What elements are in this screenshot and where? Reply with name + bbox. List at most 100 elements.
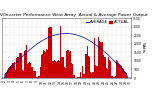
- Bar: [84, 74, 85, 78]
- Bar: [6, 72, 7, 78]
- Bar: [54, 60, 55, 78]
- Bar: [91, 72, 92, 78]
- Bar: [122, 68, 123, 78]
- Bar: [22, 70, 23, 78]
- Bar: [9, 67, 10, 78]
- Bar: [64, 67, 65, 78]
- Bar: [65, 68, 66, 78]
- Bar: [115, 77, 116, 78]
- Bar: [18, 57, 19, 78]
- Bar: [117, 61, 118, 78]
- Bar: [43, 52, 44, 78]
- Bar: [87, 46, 88, 78]
- Bar: [19, 53, 20, 78]
- Bar: [90, 72, 91, 78]
- Bar: [46, 49, 47, 78]
- Bar: [56, 62, 57, 78]
- Bar: [53, 61, 54, 78]
- Bar: [119, 64, 120, 78]
- Bar: [67, 50, 68, 78]
- Bar: [112, 76, 113, 78]
- Bar: [50, 27, 51, 78]
- Bar: [66, 51, 67, 78]
- Bar: [126, 73, 127, 78]
- Bar: [83, 74, 84, 78]
- Bar: [31, 67, 32, 78]
- Bar: [32, 68, 33, 78]
- Bar: [105, 57, 106, 78]
- Bar: [7, 71, 8, 78]
- Bar: [124, 71, 125, 78]
- Bar: [111, 76, 112, 78]
- Bar: [33, 71, 34, 78]
- Bar: [45, 52, 46, 78]
- Bar: [5, 73, 6, 78]
- Bar: [107, 69, 108, 78]
- Bar: [44, 51, 45, 78]
- Bar: [41, 55, 42, 78]
- Bar: [55, 61, 56, 78]
- Legend: AVERAGE, ACTUAL: AVERAGE, ACTUAL: [85, 20, 129, 25]
- Bar: [47, 50, 48, 78]
- Bar: [15, 70, 16, 78]
- Bar: [100, 42, 101, 78]
- Bar: [21, 53, 22, 78]
- Bar: [29, 62, 30, 78]
- Bar: [110, 61, 111, 78]
- Bar: [35, 71, 36, 78]
- Bar: [48, 28, 49, 78]
- Bar: [61, 57, 62, 78]
- Bar: [51, 27, 52, 78]
- Bar: [94, 38, 95, 78]
- Bar: [77, 77, 78, 78]
- Bar: [102, 42, 103, 78]
- Bar: [42, 54, 43, 78]
- Bar: [14, 62, 15, 78]
- Bar: [89, 57, 90, 78]
- Bar: [27, 64, 28, 78]
- Bar: [125, 72, 126, 78]
- Bar: [60, 57, 61, 78]
- Bar: [103, 55, 104, 78]
- Bar: [24, 49, 25, 78]
- Title: Solar PV/Inverter Performance West Array  Actual & Average Power Output: Solar PV/Inverter Performance West Array…: [0, 13, 148, 17]
- Bar: [23, 71, 24, 78]
- Bar: [30, 63, 31, 78]
- Bar: [69, 52, 70, 78]
- Bar: [26, 45, 27, 78]
- Bar: [40, 68, 41, 78]
- Bar: [86, 55, 87, 78]
- Bar: [114, 77, 115, 78]
- Bar: [71, 63, 72, 78]
- Bar: [104, 57, 105, 78]
- Bar: [68, 50, 69, 78]
- Bar: [113, 77, 114, 78]
- Bar: [52, 61, 53, 78]
- Bar: [59, 61, 60, 78]
- Bar: [93, 72, 94, 78]
- Bar: [12, 63, 13, 78]
- Y-axis label: Watts: Watts: [141, 42, 145, 54]
- Bar: [108, 57, 109, 78]
- Bar: [109, 60, 110, 78]
- Bar: [92, 72, 93, 78]
- Bar: [106, 68, 107, 78]
- Bar: [101, 42, 102, 78]
- Bar: [39, 76, 40, 78]
- Bar: [118, 63, 119, 78]
- Bar: [80, 72, 81, 78]
- Bar: [123, 69, 124, 78]
- Bar: [73, 74, 74, 78]
- Bar: [96, 65, 97, 78]
- Bar: [36, 77, 37, 78]
- Bar: [72, 64, 73, 78]
- Bar: [8, 68, 9, 78]
- Bar: [120, 65, 121, 78]
- Bar: [98, 37, 99, 78]
- Bar: [11, 65, 12, 78]
- Bar: [70, 51, 71, 78]
- Bar: [17, 57, 18, 78]
- Bar: [95, 65, 96, 78]
- Bar: [28, 63, 29, 78]
- Bar: [116, 60, 117, 78]
